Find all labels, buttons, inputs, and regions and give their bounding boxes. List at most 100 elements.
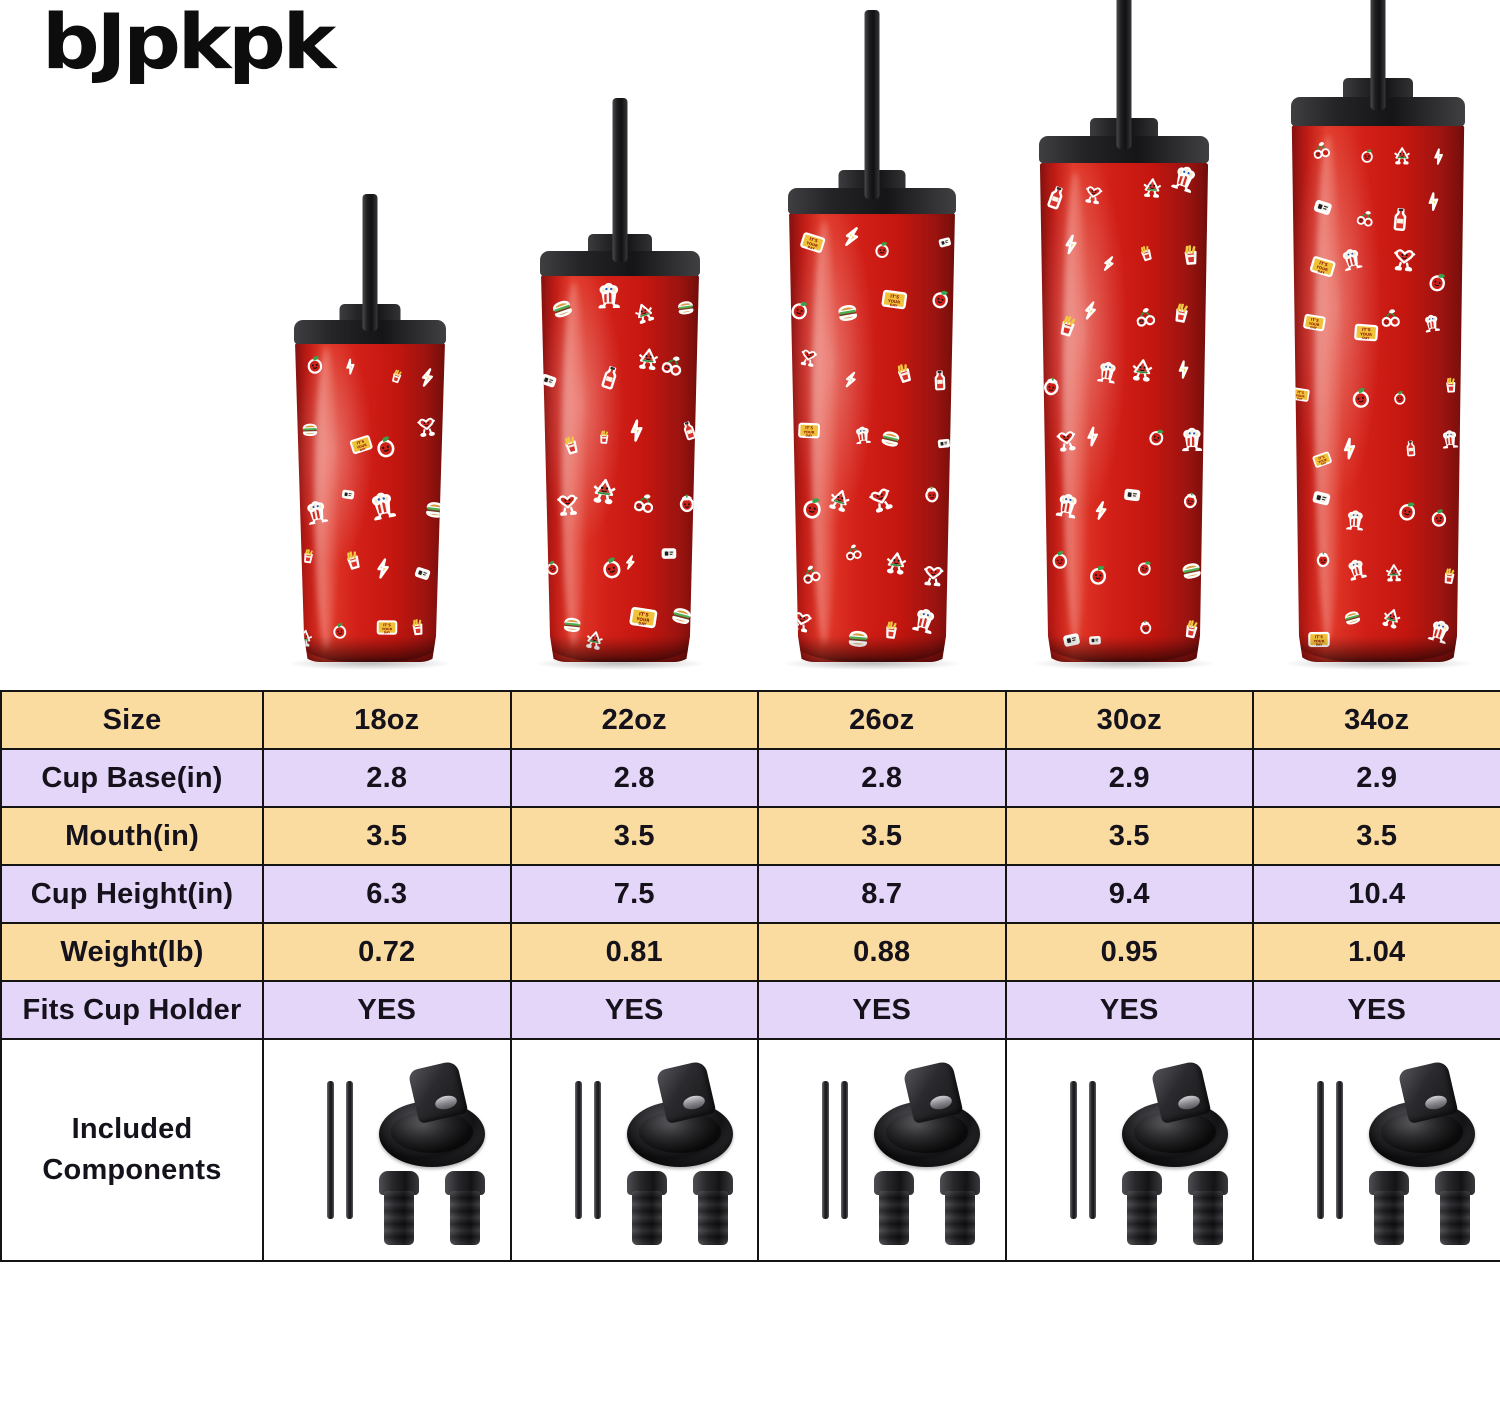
svg-text:YOUR: YOUR bbox=[1315, 264, 1329, 273]
tumbler-lid bbox=[788, 170, 956, 214]
sticker-its-your-day-banner: IT'S YOUR DAY bbox=[349, 434, 376, 461]
sticker-burger-character bbox=[423, 500, 445, 524]
flip-top-lid-icon bbox=[373, 1060, 489, 1169]
spec-cell: 1.04 bbox=[1252, 922, 1500, 982]
spec-row-label: Cup Base(in) bbox=[0, 748, 264, 808]
svg-text:YOUR: YOUR bbox=[355, 443, 368, 450]
spec-cell: 0.72 bbox=[262, 922, 512, 982]
sticker-popcorn-character bbox=[1095, 359, 1118, 389]
spec-cell: 0.95 bbox=[1004, 922, 1254, 982]
svg-text:DAY: DAY bbox=[1297, 397, 1303, 402]
tumbler-body: IT'S YOUR DAY IT'S bbox=[789, 212, 955, 662]
sticker-watermelon-slice-character bbox=[1386, 564, 1404, 588]
svg-text:DAY: DAY bbox=[384, 630, 391, 634]
svg-text:DAY: DAY bbox=[1317, 269, 1326, 275]
svg-text:DAY: DAY bbox=[1315, 642, 1323, 646]
spec-cell: 2.8 bbox=[757, 748, 1007, 808]
sticker-its-your-day-banner: IT'S YOUR DAY bbox=[1307, 254, 1337, 283]
sticker-apple-character bbox=[1429, 507, 1449, 533]
brand-logo: bJpkpk bbox=[42, 0, 336, 86]
svg-text:YOUR: YOUR bbox=[887, 297, 901, 304]
svg-text:IT'S: IT'S bbox=[1361, 327, 1370, 333]
flip-top-lid-icon bbox=[868, 1060, 984, 1169]
sticker-heart-character bbox=[1083, 185, 1104, 211]
components-cell bbox=[757, 1038, 1007, 1262]
spec-cell: YES bbox=[509, 980, 759, 1040]
sticker-apple-character bbox=[330, 621, 350, 646]
spec-row-label: Mouth(in) bbox=[0, 806, 264, 866]
tumbler-shadow bbox=[289, 657, 451, 670]
components-label-line2: Components bbox=[42, 1154, 222, 1186]
svg-text:IT'S: IT'S bbox=[1311, 317, 1320, 323]
components-label-line1: Included bbox=[71, 1112, 193, 1145]
sticker-ticket bbox=[662, 546, 677, 564]
straw bbox=[1116, 0, 1132, 149]
sticker-fries bbox=[1055, 314, 1079, 344]
components-cell bbox=[1252, 1038, 1500, 1262]
svg-text:YOUR: YOUR bbox=[1308, 321, 1321, 327]
sticker-burger-character bbox=[1179, 560, 1204, 585]
components-art bbox=[265, 1045, 509, 1255]
sticker-burger-character bbox=[668, 605, 694, 631]
sticker-cherry-pair bbox=[632, 493, 656, 521]
spec-row-label: Size bbox=[0, 690, 264, 750]
spec-cell: 6.3 bbox=[262, 864, 512, 924]
straw bbox=[864, 10, 880, 200]
tumbler-shadow bbox=[1033, 657, 1215, 670]
spec-cell: 18oz bbox=[262, 690, 512, 750]
spec-cell: 3.5 bbox=[757, 806, 1007, 866]
svg-text:YOUR: YOUR bbox=[1317, 458, 1328, 465]
components-cell bbox=[1004, 1038, 1254, 1262]
sticker-fries bbox=[388, 369, 404, 390]
sticker-cherry-pair bbox=[1312, 141, 1333, 166]
sticker-heart-character bbox=[921, 564, 944, 592]
sticker-fries bbox=[882, 620, 900, 644]
sticker-lightning-bolt bbox=[840, 224, 863, 254]
spec-row: Size 18oz 22oz 26oz 30oz 34oz bbox=[0, 690, 1500, 750]
sticker-popcorn-character bbox=[1423, 312, 1442, 337]
sticker-pattern: IT'S YOUR DAY IT'S bbox=[789, 212, 955, 662]
sticker-lightning-bolt bbox=[376, 558, 391, 585]
sticker-watermelon-slice-character bbox=[583, 629, 605, 656]
svg-text:YOUR: YOUR bbox=[1359, 331, 1372, 337]
sticker-burger-character bbox=[301, 423, 319, 442]
sticker-apple-character bbox=[1395, 498, 1420, 528]
spec-cell: 10.4 bbox=[1252, 864, 1500, 924]
spec-row-label: Weight(lb) bbox=[0, 922, 264, 982]
sticker-fries bbox=[1138, 244, 1157, 268]
sticker-heart-character bbox=[1055, 429, 1078, 457]
sticker-apple-character bbox=[1359, 147, 1375, 168]
sticker-fries bbox=[410, 618, 427, 641]
spec-cell: 3.5 bbox=[509, 806, 759, 866]
sticker-soda-bottle bbox=[598, 365, 620, 396]
sticker-popcorn-character bbox=[1440, 428, 1459, 453]
sticker-pattern: IT'S YOUR DAY bbox=[541, 274, 699, 662]
sticker-pattern: IT'S YOUR DAY bbox=[295, 342, 445, 662]
sticker-ticket bbox=[1311, 199, 1333, 221]
sticker-its-your-day-banner: IT'S YOUR DAY bbox=[880, 288, 908, 315]
sticker-popcorn-character bbox=[367, 489, 398, 526]
sticker-burger-character bbox=[562, 616, 583, 638]
sticker-popcorn-character bbox=[1168, 162, 1199, 198]
spec-cell: 22oz bbox=[509, 690, 759, 750]
svg-text:IT'S: IT'S bbox=[809, 237, 819, 244]
sticker-watermelon-slice-character bbox=[884, 550, 908, 580]
tumbler-26oz: IT'S YOUR DAY IT'S bbox=[783, 10, 961, 670]
sticker-lightning-bolt bbox=[343, 358, 358, 381]
sticker-fries bbox=[1441, 568, 1457, 591]
sticker-burger-character bbox=[878, 429, 903, 454]
straw bbox=[612, 98, 628, 262]
svg-text:DAY: DAY bbox=[1362, 336, 1370, 341]
sticker-lightning-bolt bbox=[1341, 437, 1359, 466]
spec-cell: 7.5 bbox=[509, 864, 759, 924]
sticker-lightning-bolt bbox=[1177, 359, 1193, 384]
sticker-cherry-pair bbox=[844, 543, 864, 566]
sticker-ticket bbox=[1123, 488, 1141, 508]
svg-text:IT'S: IT'S bbox=[890, 293, 900, 300]
components-art bbox=[513, 1045, 757, 1255]
sticker-heart-character bbox=[789, 609, 813, 638]
sticker-popcorn-character bbox=[853, 425, 872, 450]
sticker-popcorn-character bbox=[596, 281, 620, 313]
sticker-heart-character bbox=[798, 348, 818, 373]
spec-row: Weight(lb) 0.72 0.81 0.88 0.95 1.04 bbox=[0, 922, 1500, 982]
